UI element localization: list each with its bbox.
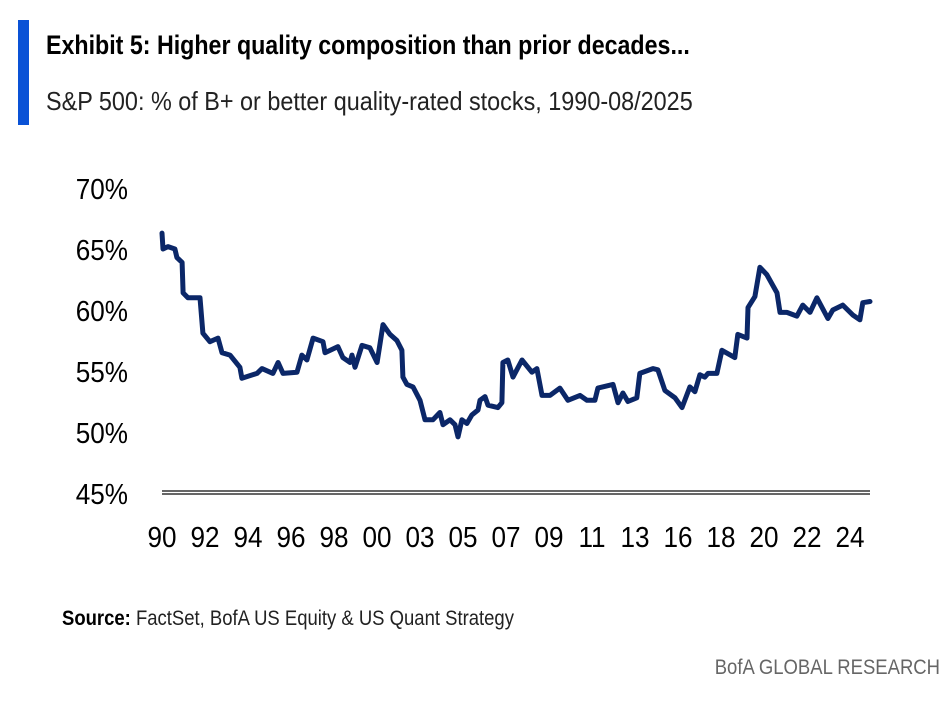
x-tick-label: 92 — [190, 521, 219, 554]
x-tick-label: 20 — [749, 521, 778, 554]
source-note: Source: FactSet, BofA US Equity & US Qua… — [62, 607, 514, 631]
x-tick-label: 98 — [319, 521, 348, 554]
x-tick-label: 94 — [233, 521, 262, 554]
x-tick-label: 13 — [620, 521, 649, 554]
series-line — [159, 230, 873, 440]
chart-title: Exhibit 5: Higher quality composition th… — [46, 30, 690, 60]
x-tick-label: 90 — [147, 521, 176, 554]
y-tick-label: 70% — [76, 173, 128, 206]
title-accent-bar — [18, 20, 29, 125]
y-tick-label: 45% — [76, 478, 128, 511]
x-tick-label: 05 — [448, 521, 477, 554]
x-tick-label: 16 — [663, 521, 692, 554]
x-tick-label: 09 — [534, 521, 563, 554]
y-tick-label: 50% — [76, 417, 128, 450]
y-tick-label: 65% — [76, 234, 128, 267]
source-label: Source: — [62, 607, 131, 630]
x-tick-label: 03 — [405, 521, 434, 554]
x-tick-label: 22 — [792, 521, 821, 554]
y-tick-label: 60% — [76, 295, 128, 328]
x-tick-label: 00 — [362, 521, 391, 554]
x-tick-label: 24 — [835, 521, 864, 554]
y-tick-label: 55% — [76, 356, 128, 389]
x-tick-label: 18 — [706, 521, 735, 554]
chart-subtitle: S&P 500: % of B+ or better quality-rated… — [46, 86, 693, 116]
x-tick-label: 11 — [578, 521, 605, 554]
brand-label: BofA GLOBAL RESEARCH — [714, 656, 940, 679]
x-tick-label: 96 — [276, 521, 305, 554]
x-tick-label: 07 — [491, 521, 520, 554]
source-text: FactSet, BofA US Equity & US Quant Strat… — [135, 607, 514, 630]
